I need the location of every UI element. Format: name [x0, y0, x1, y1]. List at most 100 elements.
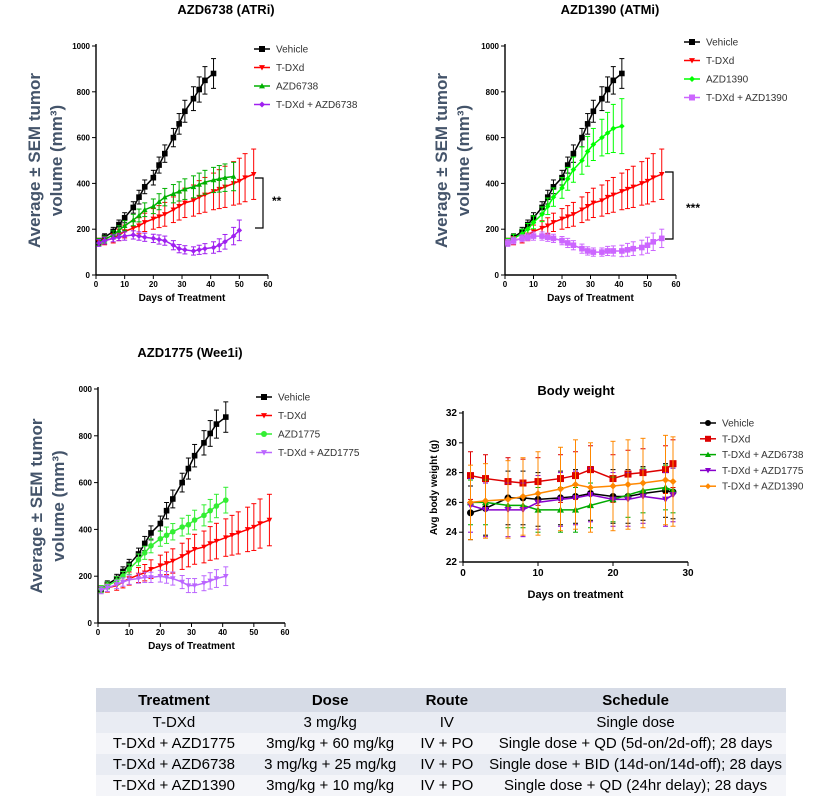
y-axis-label: Average ± SEM tumor	[27, 418, 46, 593]
data-point	[176, 188, 182, 194]
x-tick-label: 20	[156, 628, 165, 637]
data-point	[570, 166, 577, 173]
legend-label: Vehicle	[278, 393, 311, 404]
data-point	[201, 440, 207, 446]
data-point	[599, 249, 605, 255]
x-tick-label: 10	[529, 280, 538, 289]
data-point	[630, 245, 637, 252]
data-point	[630, 184, 637, 190]
series-line	[100, 416, 227, 590]
data-point	[610, 248, 617, 254]
y-tick-label: 0	[495, 271, 500, 280]
legend-label: AZD1775	[278, 430, 321, 441]
data-point	[570, 242, 577, 249]
x-tick-label: 30	[682, 568, 694, 579]
data-point	[590, 141, 597, 148]
x-tick-label: 30	[187, 628, 196, 637]
data-point	[157, 573, 164, 579]
data-point	[157, 520, 164, 527]
data-point	[163, 575, 170, 581]
y-axis-label: volume (mm³)	[47, 105, 66, 216]
x-tick-label: 10	[120, 280, 129, 289]
y-tick-label: 26	[446, 497, 458, 508]
data-point	[244, 527, 251, 533]
data-point	[639, 244, 645, 251]
data-point	[157, 563, 164, 569]
header-route: Route	[408, 688, 486, 712]
legend-marker	[689, 58, 695, 64]
data-point	[182, 108, 188, 115]
data-point	[176, 204, 182, 210]
data-point	[191, 583, 198, 589]
legend-label: T-DXd + AZD1390	[722, 482, 804, 493]
data-point	[222, 497, 229, 503]
data-point	[190, 198, 197, 204]
cell-dose: 3 mg/kg + 25 mg/kg	[251, 754, 409, 775]
legend-marker	[259, 101, 265, 108]
data-point	[559, 237, 565, 244]
x-tick-label: 0	[460, 568, 466, 579]
data-point	[113, 582, 120, 588]
legend-marker	[705, 468, 711, 474]
x-tick-label: 50	[235, 280, 244, 289]
data-point	[162, 237, 168, 244]
data-point	[584, 121, 591, 127]
x-tick-label: 60	[672, 280, 681, 289]
data-point	[619, 248, 625, 254]
x-tick-label: 60	[281, 628, 290, 637]
data-point	[207, 578, 213, 584]
data-point	[130, 225, 137, 231]
data-point	[570, 150, 577, 157]
data-point	[121, 222, 128, 229]
legend-marker	[689, 94, 695, 101]
x-tick-label: 30	[586, 280, 595, 289]
data-point	[550, 235, 557, 242]
data-point	[213, 421, 220, 427]
data-point	[170, 242, 177, 249]
data-point	[170, 190, 177, 196]
series-t-dxd-azd1390	[505, 228, 665, 258]
data-point	[587, 484, 594, 491]
cell-treatment: T-DXd + AZD6738	[96, 754, 252, 775]
y-tick-label: 600	[486, 134, 500, 143]
data-point	[130, 217, 137, 223]
data-point	[202, 179, 208, 185]
table-row: T-DXd + AZD6738 3 mg/kg + 25 mg/kg IV + …	[96, 754, 786, 775]
data-point	[525, 234, 531, 241]
y-tick-label: 32	[446, 408, 458, 419]
y-tick-label: 22	[446, 557, 458, 568]
chart-title: AZD6738 (ATRi)	[177, 2, 274, 17]
data-point	[157, 535, 164, 542]
treatment-table: Treatment Dose Route Schedule T-DXd 3 mg…	[96, 688, 786, 796]
x-tick-label: 50	[249, 628, 258, 637]
data-point	[662, 476, 669, 484]
data-point	[201, 580, 207, 587]
cell-schedule: Single dose + QD (5d-on/2d-off); 28 days	[485, 733, 786, 754]
legend-label: T-DXd	[722, 434, 750, 445]
data-point	[176, 245, 182, 252]
data-point	[557, 485, 564, 493]
data-point	[148, 542, 154, 549]
x-tick-label: 10	[125, 628, 134, 637]
y-tick-label: 600	[77, 134, 91, 143]
data-point	[185, 465, 192, 472]
data-point	[229, 533, 235, 539]
data-point	[530, 233, 537, 239]
data-point	[207, 541, 213, 547]
series-vehicle	[96, 58, 217, 246]
data-point	[202, 245, 208, 252]
data-point	[564, 176, 571, 182]
data-point	[130, 232, 137, 238]
legend-marker	[259, 83, 265, 89]
data-point	[148, 575, 154, 581]
data-point	[202, 77, 208, 84]
significance-bracket	[665, 171, 674, 240]
data-point	[126, 577, 132, 583]
data-point	[141, 575, 148, 581]
data-point	[504, 495, 512, 503]
legend-label: AZD6738	[276, 82, 319, 93]
header-treatment: Treatment	[96, 688, 252, 712]
x-tick-label: 40	[218, 628, 227, 637]
data-point	[544, 223, 551, 229]
